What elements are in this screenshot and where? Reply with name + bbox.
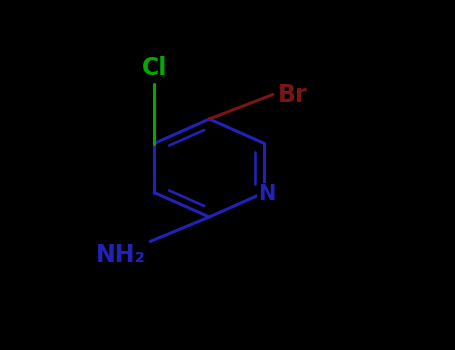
Text: NH₂: NH₂	[96, 243, 146, 267]
Text: Cl: Cl	[142, 56, 167, 80]
Text: Br: Br	[278, 83, 307, 106]
Text: N: N	[258, 184, 275, 204]
